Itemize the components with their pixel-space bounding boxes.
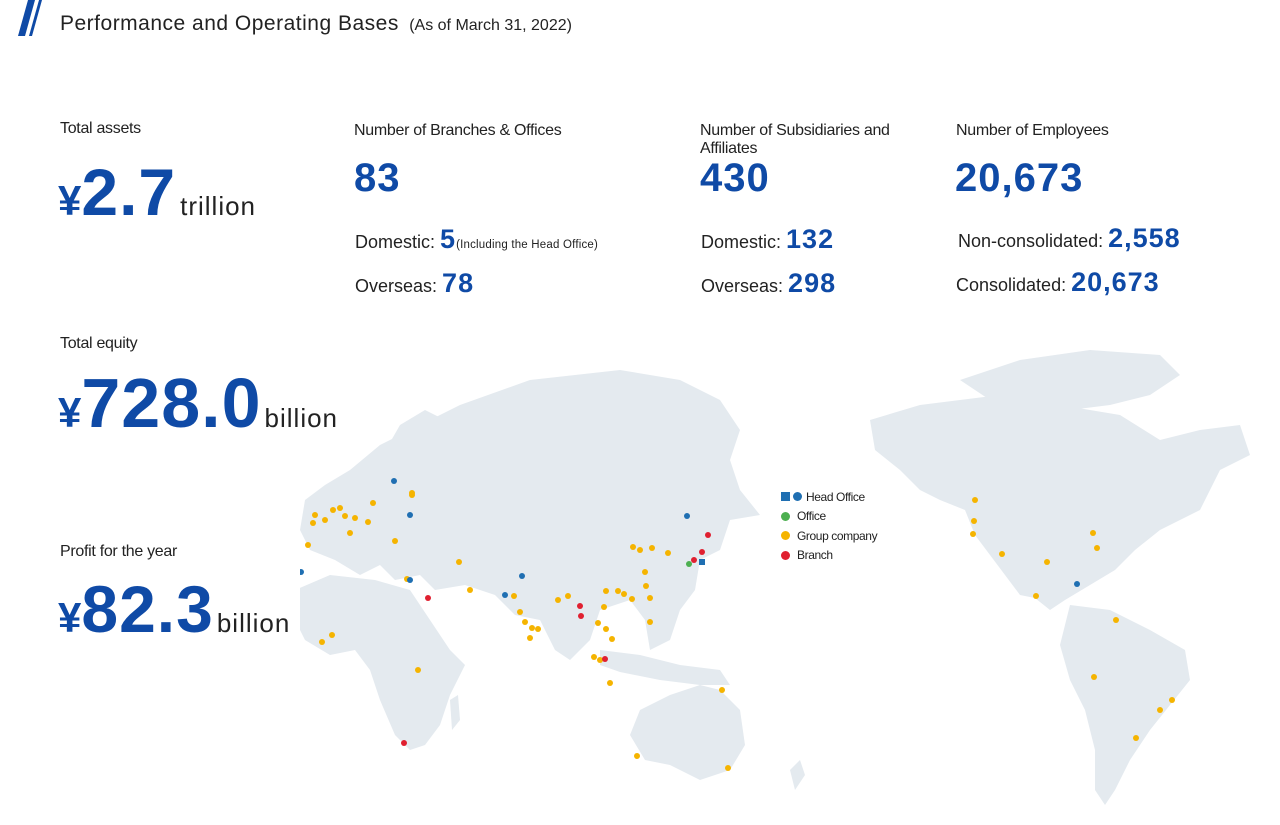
total-assets-currency: ¥ [58,177,82,224]
employees-nonconsolidated-label: Non-consolidated: [958,231,1104,251]
legend-office-label: Office [797,509,826,524]
branches-overseas: Overseas: 78 [355,268,474,299]
total-assets-unit: trillion [180,191,257,221]
employees-nonconsolidated-value: 2,558 [1108,223,1181,253]
legend-group-company-label: Group company [797,528,878,543]
subsidiaries-domestic-label: Domestic: [701,232,782,252]
employees-nonconsolidated: Non-consolidated: 2,558 [958,223,1181,254]
branches-domestic: Domestic: 5(Including the Head Office) [355,224,598,255]
map-legend: Head Office Office Group company Branch [781,487,878,566]
branches-label: Number of Branches & Offices [354,122,562,139]
legend-group-company: Group company [781,526,878,546]
employees-consolidated-label: Consolidated: [956,275,1067,295]
total-equity-unit: billion [264,403,339,433]
total-assets-figure: ¥2.7 trillion [58,154,256,230]
profit-currency: ¥ [58,594,82,641]
date-note: (As of March 31, 2022) [409,17,572,34]
total-assets-value: 2.7 [81,155,177,229]
branches-domestic-label: Domestic: [355,232,436,252]
employees-consolidated-value: 20,673 [1071,267,1160,297]
title-slash-icon [18,0,42,36]
office-dot-icon [781,511,790,521]
legend-head-office: Head Office [781,487,877,507]
subsidiaries-total: 430 [700,156,770,200]
profit-figure: ¥82.3 billion [58,571,290,647]
branches-total: 83 [354,156,401,200]
subsidiaries-domestic: Domestic: 132 [701,224,834,255]
branches-overseas-label: Overseas: [355,276,438,296]
total-equity-value: 728.0 [81,364,262,442]
world-map [300,350,1250,805]
subsidiaries-domestic-value: 132 [786,224,835,254]
employees-consolidated: Consolidated: 20,673 [956,267,1160,298]
employees-total: 20,673 [955,156,1084,200]
legend-branch: Branch [781,546,877,566]
total-equity-figure: ¥728.0 billion [58,363,338,443]
subsidiaries-label: Number of Subsidiaries and Affiliates [700,122,890,158]
total-assets-label: Total assets [60,120,141,137]
total-equity-currency: ¥ [58,389,82,436]
legend-branch-label: Branch [797,548,833,563]
legend-head-office-label: Head Office [806,489,865,504]
total-equity-label: Total equity [60,335,138,352]
subsidiaries-label-line2: Affiliates [700,140,758,157]
map-land [300,350,1250,805]
subsidiaries-label-line1: Number of Subsidiaries and [700,122,890,139]
branch-dot-icon [781,550,790,560]
profit-unit: billion [216,608,291,638]
title-text: Performance and Operating Bases [60,12,399,35]
head-office-dot-icon [793,492,802,502]
branches-domestic-value: 5 [440,224,457,254]
branches-overseas-value: 78 [442,268,475,298]
head-office-square-icon [781,492,790,502]
subsidiaries-overseas-label: Overseas: [701,276,784,296]
profit-label: Profit for the year [60,543,178,560]
map-markers [300,478,1175,771]
page-title: Performance and Operating Bases (As of M… [60,12,572,36]
group-company-dot-icon [781,531,790,541]
branches-domestic-note: (Including the Head Office) [456,239,599,251]
subsidiaries-overseas-value: 298 [788,268,837,298]
employees-label: Number of Employees [956,122,1109,139]
legend-office: Office [781,507,877,527]
profit-value: 82.3 [81,572,214,646]
subsidiaries-overseas: Overseas: 298 [701,268,836,299]
